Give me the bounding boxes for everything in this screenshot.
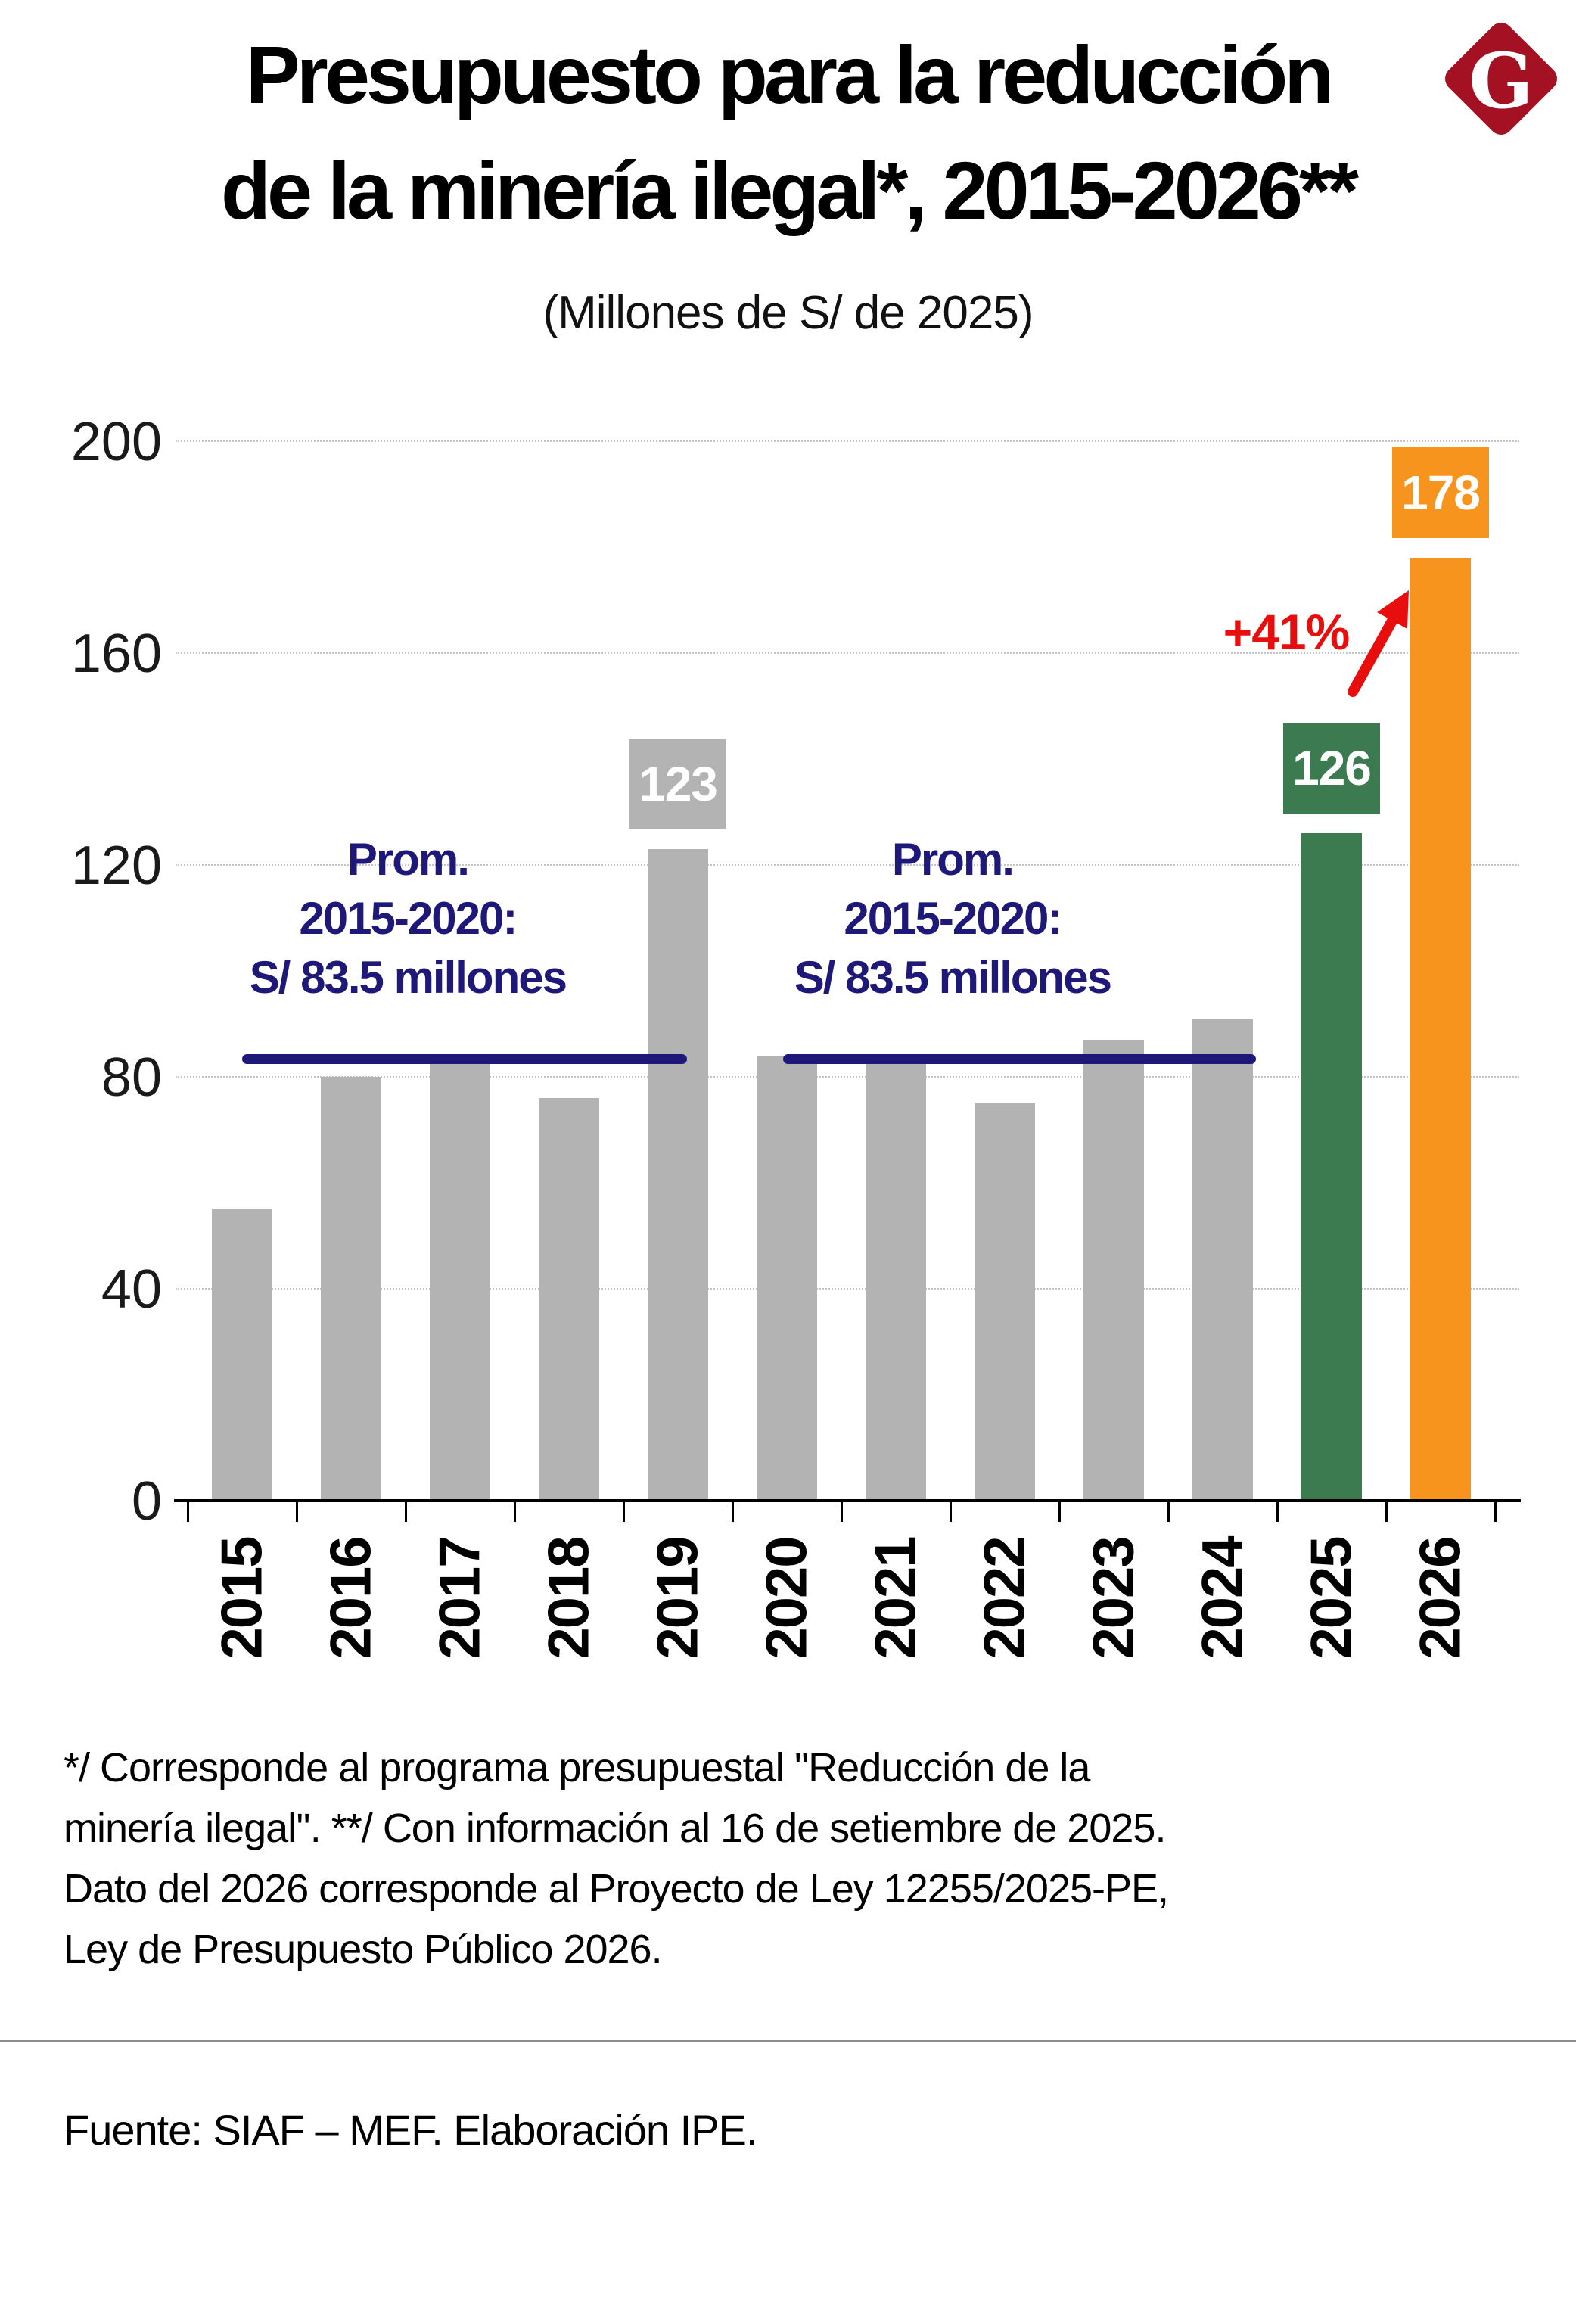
chart-subtitle: (Millones de S/ de 2025) (542, 287, 1034, 339)
x-axis-label-2026: 2026 (1408, 1537, 1473, 1660)
x-axis-label-2015: 2015 (210, 1537, 275, 1660)
x-axis-tick (950, 1502, 952, 1522)
bar-2018 (539, 1098, 599, 1501)
y-axis-label: 200 (70, 412, 162, 472)
x-axis-tick (405, 1502, 407, 1522)
bar-2017 (430, 1061, 490, 1501)
x-axis-tick (623, 1502, 625, 1522)
x-axis-tick (732, 1502, 734, 1522)
x-axis-label-2018: 2018 (536, 1537, 601, 1660)
gridline (176, 440, 1519, 442)
average-annotation: Prom. 2015-2020: S/ 83.5 millones (794, 830, 1112, 1007)
average-line (242, 1053, 687, 1064)
y-axis-label: 80 (101, 1047, 162, 1108)
bar-2016 (321, 1077, 381, 1501)
x-axis-label-2021: 2021 (863, 1537, 928, 1660)
footnote-line: Ley de Presupuesto Público 2026. (64, 1927, 663, 1972)
average-annotation-line: 2015-2020: (299, 892, 518, 944)
logo-letter: G (1469, 36, 1534, 126)
x-axis-label-2017: 2017 (427, 1537, 493, 1660)
x-axis-label-2019: 2019 (645, 1537, 710, 1660)
x-axis-tick (1167, 1502, 1170, 1522)
x-axis-label-2022: 2022 (972, 1537, 1037, 1660)
average-annotation-line: S/ 83.5 millones (794, 951, 1112, 1003)
gridline (176, 1288, 1519, 1290)
gridline (176, 652, 1519, 654)
bar-2025 (1301, 833, 1362, 1501)
bar-2019 (648, 849, 708, 1501)
x-axis-label-2016: 2016 (319, 1537, 384, 1660)
x-axis-label-2020: 2020 (754, 1537, 819, 1660)
x-axis-line (174, 1499, 1521, 1502)
x-axis-tick (1494, 1502, 1497, 1522)
x-axis-tick (1385, 1502, 1388, 1522)
x-axis-tick (1276, 1502, 1279, 1522)
footnote-line: Dato del 2026 corresponde al Proyecto de… (64, 1866, 1169, 1912)
average-annotation-line: Prom. (347, 833, 470, 885)
growth-callout: +41% (1223, 604, 1351, 660)
page-title-line2: de la minería ilegal*, 2015-2026** (221, 145, 1359, 237)
average-annotation: Prom. 2015-2020: S/ 83.5 millones (249, 830, 567, 1007)
bar-2024 (1192, 1019, 1253, 1501)
bar-2015 (212, 1209, 272, 1501)
value-badge-2019: 123 (629, 739, 726, 829)
bar-2023 (1083, 1040, 1144, 1501)
source-line: Fuente: SIAF – MEF. Elaboración IPE. (64, 2106, 757, 2154)
x-axis-tick (187, 1502, 189, 1522)
average-line (783, 1053, 1256, 1064)
bar-2026 (1410, 558, 1471, 1501)
x-axis-tick (841, 1502, 843, 1522)
average-annotation-line: Prom. (891, 833, 1015, 885)
y-axis-label: 120 (70, 835, 162, 896)
x-axis-tick (296, 1502, 298, 1522)
value-badge-2025: 126 (1283, 723, 1380, 814)
gridline (176, 1076, 1519, 1078)
average-annotation-line: S/ 83.5 millones (249, 951, 567, 1003)
y-axis-label: 0 (131, 1471, 162, 1532)
average-annotation-line: 2015-2020: (844, 892, 1062, 944)
footer-divider (0, 2040, 1576, 2042)
footnote: */ Corresponde al programa presupuestal … (64, 1738, 1546, 1980)
x-axis-label-2024: 2024 (1190, 1537, 1255, 1660)
footnote-line: */ Corresponde al programa presupuestal … (64, 1745, 1090, 1790)
page-title-line1: Presupuesto para la reducción (245, 29, 1335, 120)
y-axis-label: 40 (101, 1259, 162, 1320)
y-axis-label: 160 (70, 624, 162, 684)
bar-2020 (757, 1056, 817, 1501)
x-axis-tick (1058, 1502, 1061, 1522)
x-axis-label-2025: 2025 (1299, 1537, 1364, 1660)
bar-2022 (975, 1103, 1035, 1501)
page-title: Presupuesto para la reducción de la mine… (0, 17, 1576, 249)
bar-2021 (866, 1061, 926, 1501)
x-axis-label-2023: 2023 (1081, 1537, 1146, 1660)
x-axis-tick (514, 1502, 516, 1522)
value-badge-2026: 178 (1392, 447, 1489, 538)
growth-arrow-icon (1348, 590, 1409, 697)
gridline (176, 864, 1519, 866)
footnote-line: minería ilegal''. **/ Con información al… (64, 1806, 1166, 1851)
gestion-logo: G (1438, 16, 1564, 142)
